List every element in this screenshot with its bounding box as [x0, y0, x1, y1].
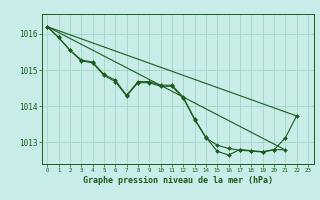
X-axis label: Graphe pression niveau de la mer (hPa): Graphe pression niveau de la mer (hPa): [83, 176, 273, 185]
